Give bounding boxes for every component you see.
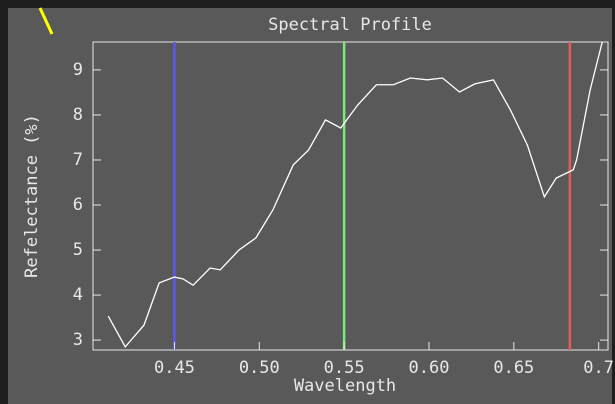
x-tick-label: 0.60 bbox=[409, 358, 450, 378]
plot-frame bbox=[92, 41, 609, 351]
y-axis-label: Refelectance (%) bbox=[22, 114, 42, 278]
y-tick-label: 8 bbox=[73, 105, 83, 125]
x-tick-label: 0.45 bbox=[154, 358, 195, 378]
plot-area bbox=[107, 42, 603, 350]
x-tick-label: 0.7 bbox=[583, 358, 614, 378]
window-background bbox=[8, 8, 612, 404]
y-tick-label: 5 bbox=[73, 240, 83, 260]
x-tick-label: 0.55 bbox=[324, 358, 365, 378]
spectrum-line bbox=[107, 42, 603, 348]
y-tick-label: 4 bbox=[73, 285, 83, 305]
y-tick-label: 3 bbox=[73, 330, 83, 350]
y-tick-label: 7 bbox=[73, 150, 83, 170]
annotation-arrow bbox=[38, 7, 54, 35]
y-tick-label: 9 bbox=[73, 60, 83, 80]
chart-title: Spectral Profile bbox=[268, 15, 432, 35]
x-tick-label: 0.65 bbox=[493, 358, 534, 378]
y-tick-label: 6 bbox=[73, 195, 83, 215]
x-tick-label: 0.50 bbox=[239, 358, 280, 378]
x-axis-label: Wavelength bbox=[294, 376, 396, 396]
